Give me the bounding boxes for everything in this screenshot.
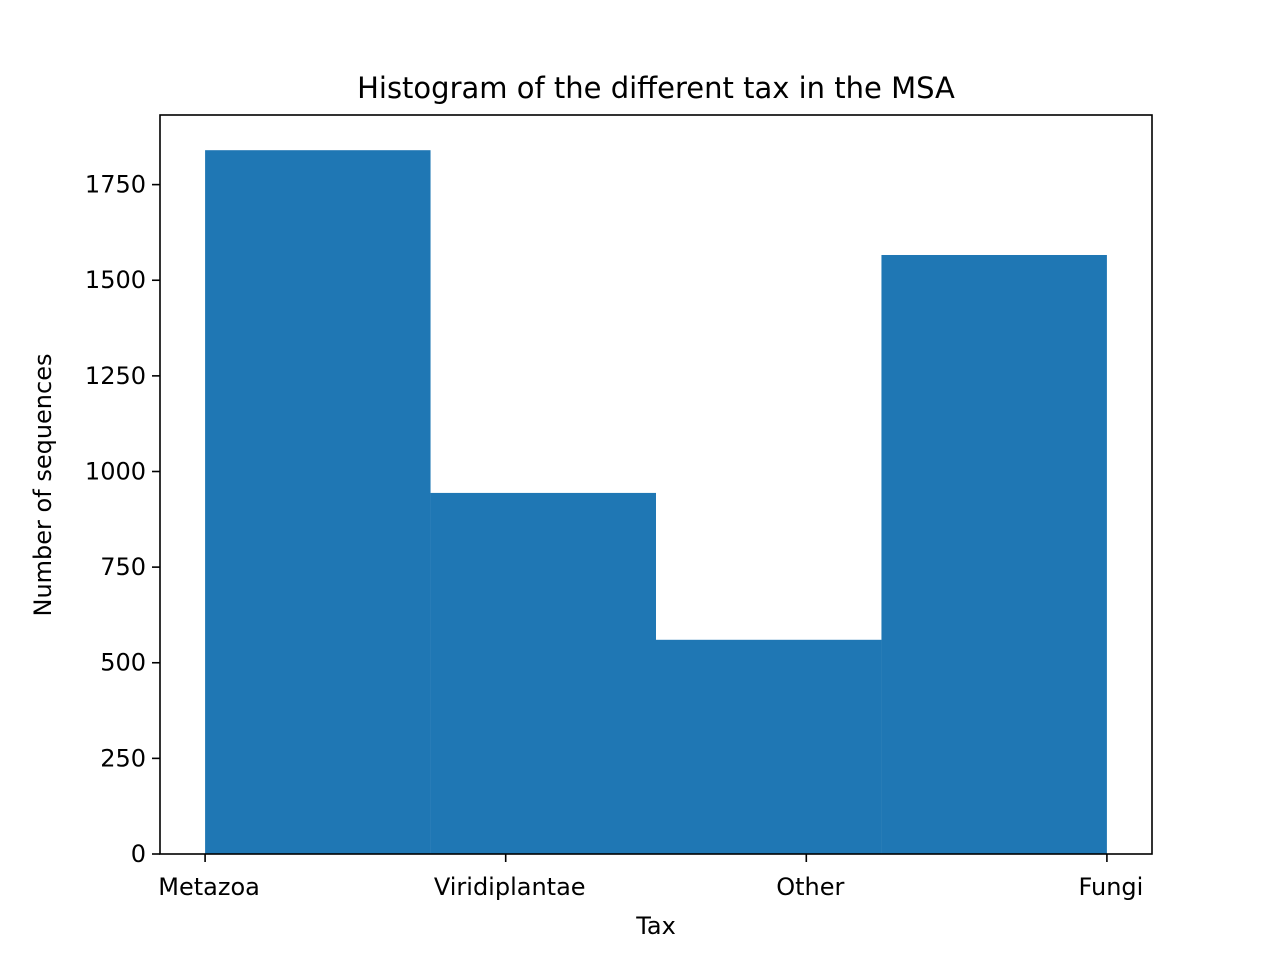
- y-axis-title: Number of sequences: [29, 354, 57, 617]
- y-tick-label: 1500: [85, 266, 146, 294]
- histogram-bar-4: [881, 254, 1107, 854]
- y-tick-label: 1000: [85, 457, 146, 485]
- bars-group: [205, 150, 1107, 854]
- y-tick-label: 500: [100, 649, 146, 677]
- y-tick-label: 750: [100, 553, 146, 581]
- histogram-bar-3: [656, 639, 882, 854]
- y-tick-label: 1250: [85, 362, 146, 390]
- y-tick-label: 0: [131, 840, 146, 868]
- y-tick-label: 250: [100, 744, 146, 772]
- histogram-bar-1: [205, 150, 431, 854]
- x-tick-label-fungi: Fungi: [1078, 873, 1143, 901]
- x-tick-label-viridiplantae: Viridiplantae: [434, 873, 586, 901]
- y-tick-label: 1750: [85, 171, 146, 199]
- chart-title: Histogram of the different tax in the MS…: [357, 71, 955, 105]
- histogram-bar-2: [430, 492, 656, 854]
- x-tick-label-metazoa: Metazoa: [158, 873, 260, 901]
- x-axis: Metazoa Viridiplantae Other Fungi: [158, 854, 1143, 901]
- y-axis: 0 250 500 750 1000 1250 1500 1750: [85, 171, 160, 868]
- x-axis-title: Tax: [635, 912, 676, 940]
- x-tick-label-other: Other: [776, 873, 844, 901]
- plot-frame: [159, 114, 1153, 855]
